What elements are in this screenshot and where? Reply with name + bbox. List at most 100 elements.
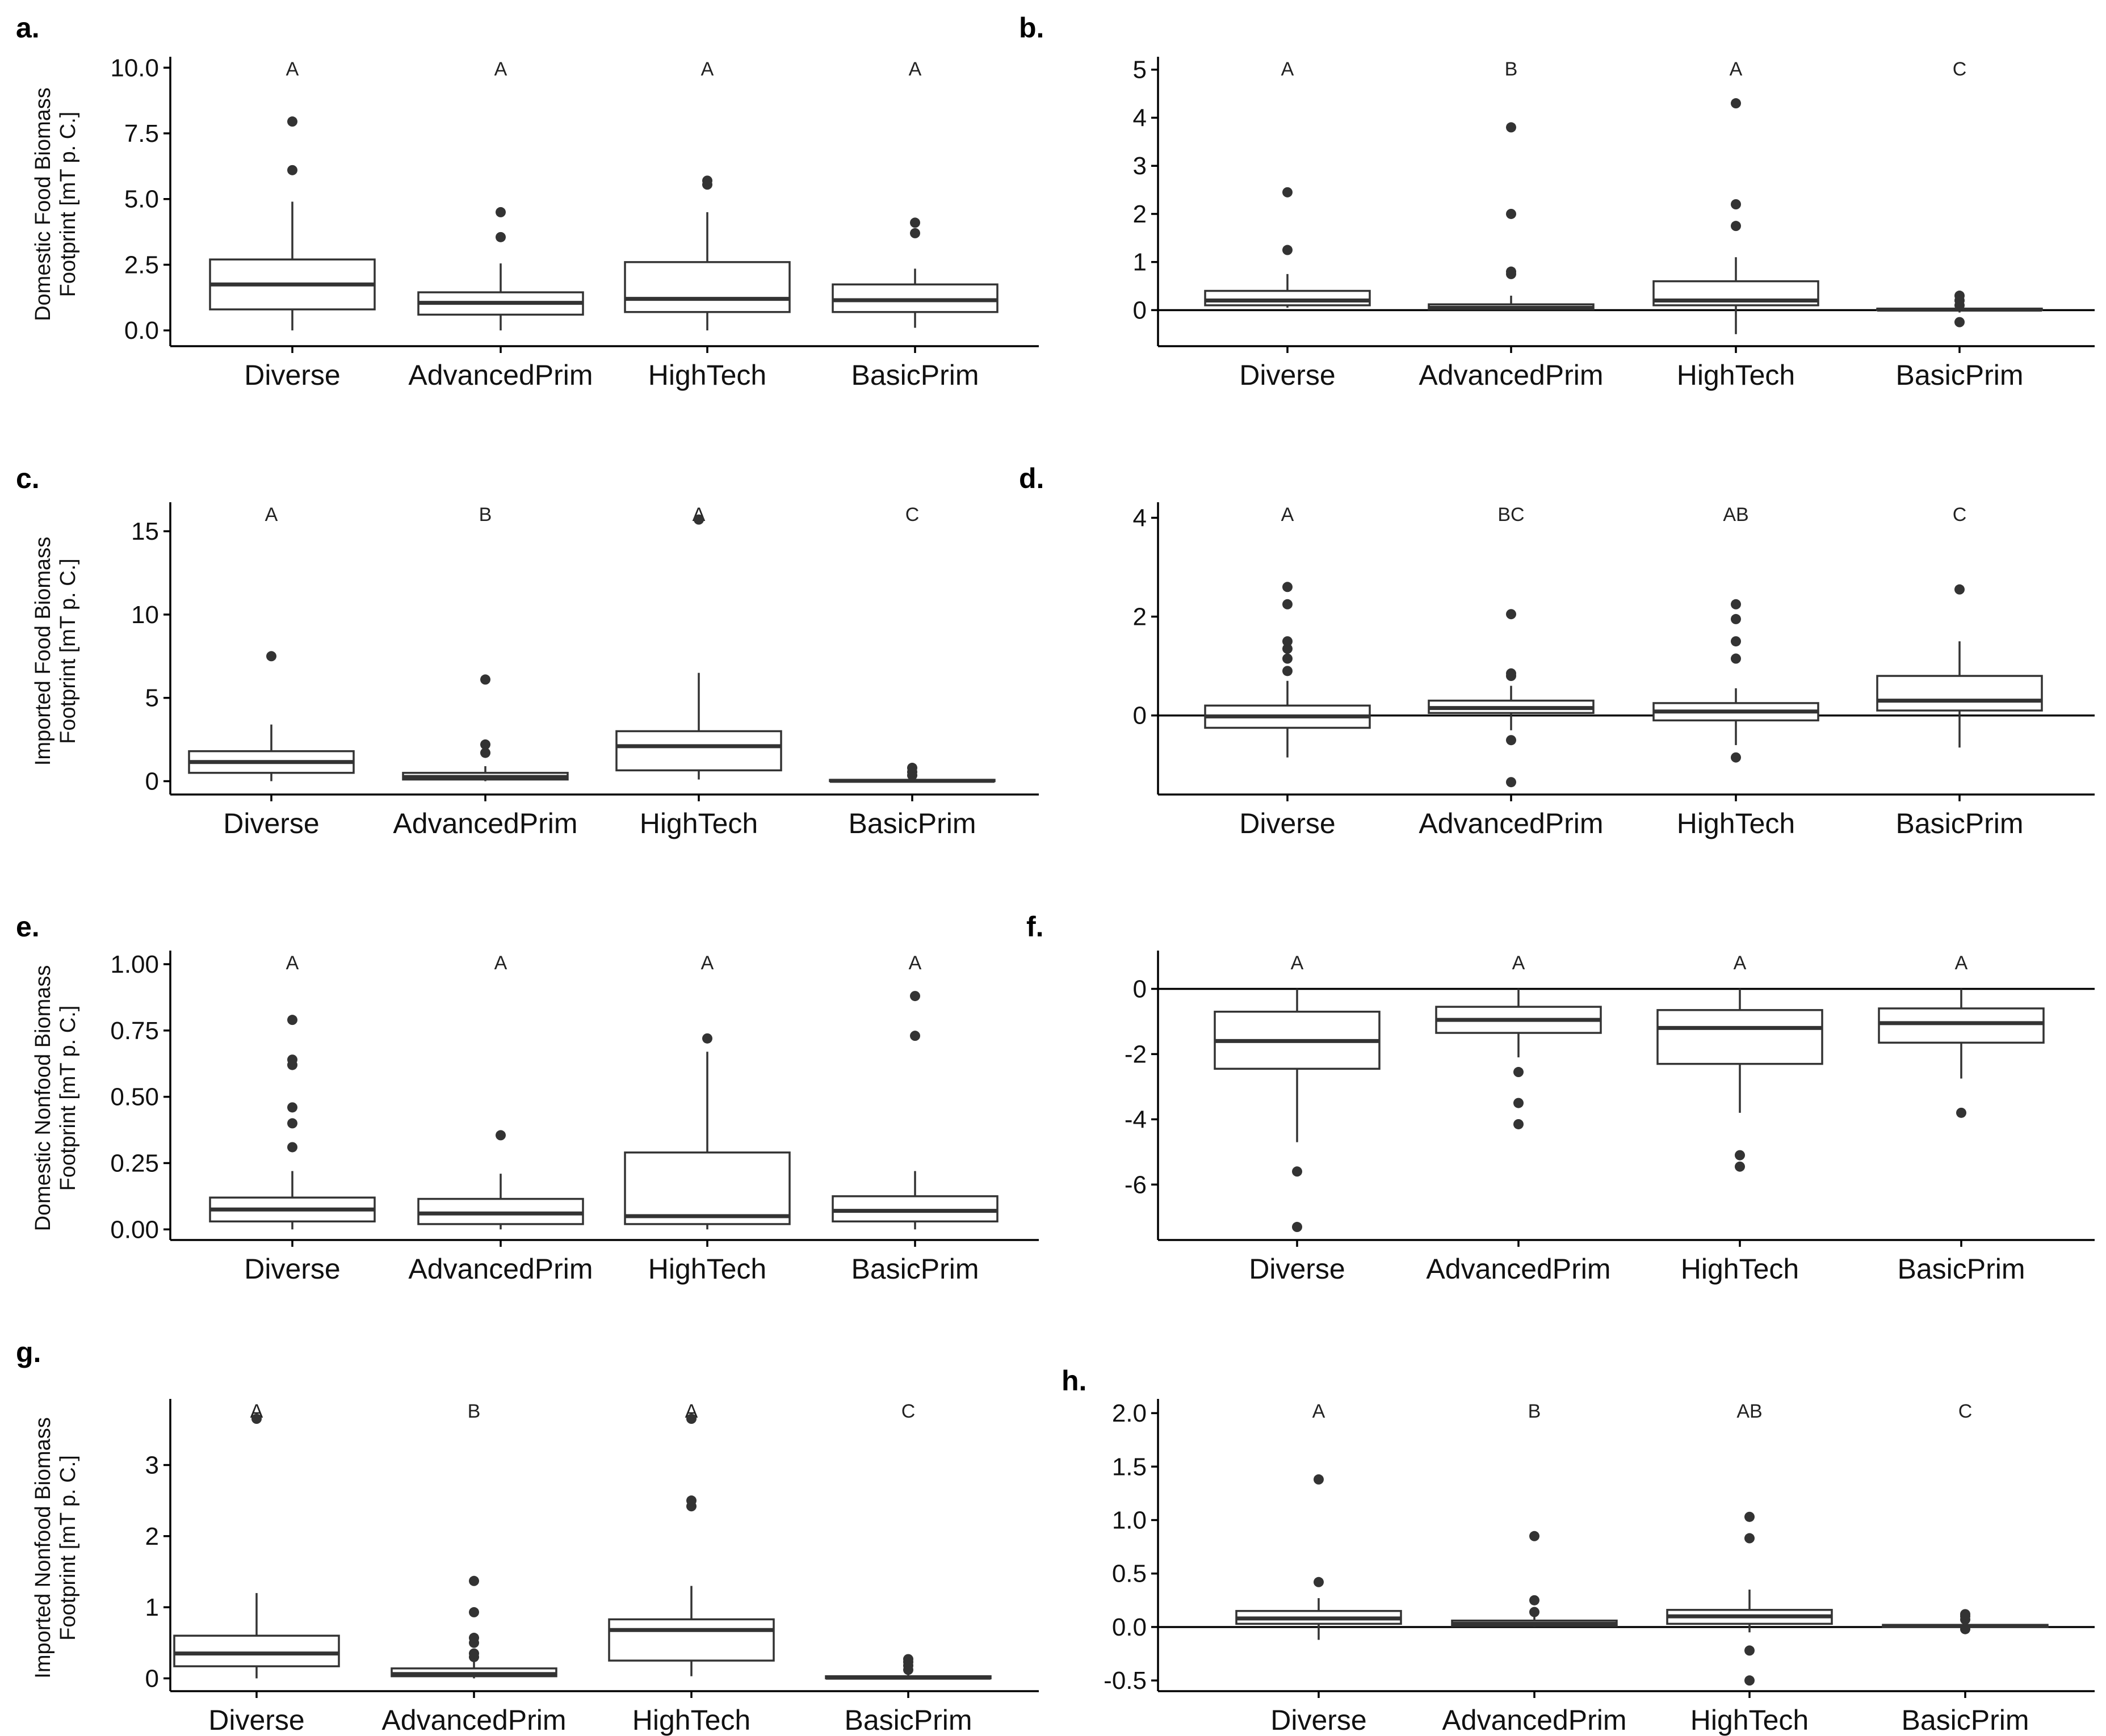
significance-letter: A — [494, 952, 507, 974]
outlier-point — [496, 232, 506, 242]
outlier-point — [702, 1033, 712, 1044]
y-tick-label: 0.25 — [110, 1149, 159, 1177]
y-tick-label: 10.0 — [110, 54, 159, 82]
outlier-point — [1282, 636, 1293, 647]
box-hightech: HighTech AB — [1666, 1401, 1833, 1736]
panel-d: d. 0 2 4 Diverse A AdvancedPrim BC HighTech AB Bas… — [1019, 463, 2095, 839]
x-tick-label: Diverse — [244, 1253, 340, 1285]
significance-letter: A — [1281, 58, 1294, 80]
outlier-point — [287, 116, 297, 127]
y-tick-label: 1.00 — [110, 951, 159, 978]
outlier-point — [1954, 584, 1965, 595]
significance-letter: A — [909, 952, 922, 974]
box-basicprim: BasicPrim C — [1876, 504, 2043, 839]
panel-e: e. 0.00 0.25 0.50 0.75 1.00 Domestic Nonfood B… — [16, 911, 1039, 1285]
panel-label: c. — [16, 463, 40, 494]
box-advancedprim: AdvancedPrim B — [393, 504, 577, 839]
y-tick-label: 0.0 — [124, 317, 159, 344]
outlier-point — [1960, 1609, 1970, 1620]
y-tick-label: 0 — [145, 1664, 159, 1692]
box-hightech: HighTech A — [1656, 952, 1823, 1285]
y-tick-label: 2.0 — [1112, 1399, 1147, 1427]
box-hightech: HighTech A — [1652, 58, 1819, 391]
x-tick-label: Diverse — [208, 1704, 304, 1736]
outlier-point — [1506, 208, 1516, 219]
panel-h: h. -0.5 0.0 0.5 1.0 1.5 2.0 Diverse A AdvancedPri… — [1062, 1365, 2095, 1736]
iqr-box — [1204, 289, 1371, 306]
outlier-point — [1513, 1119, 1524, 1129]
significance-letter: AB — [1723, 504, 1748, 526]
outlier-point — [1731, 636, 1741, 647]
x-tick-label: HighTech — [648, 1253, 766, 1285]
outlier-point — [1731, 221, 1741, 232]
outlier-point — [480, 739, 490, 750]
y-axis-title: Domestic Nonfood Biomass — [31, 965, 55, 1231]
box-advancedprim: AdvancedPrim B — [1419, 58, 1603, 391]
significance-letter: C — [901, 1401, 916, 1422]
outlier-point — [287, 1102, 297, 1113]
y-tick-label: 0.75 — [110, 1017, 159, 1045]
outlier-point — [1282, 599, 1293, 610]
significance-letter: A — [701, 952, 714, 974]
outlier-point — [1513, 1067, 1524, 1078]
box-hightech: HighTech A — [624, 952, 791, 1285]
outlier-point — [287, 1054, 297, 1065]
outlier-point — [1282, 666, 1293, 676]
outlier-point — [1744, 1675, 1755, 1686]
outlier-point — [1954, 300, 1965, 310]
y-tick-label: 5.0 — [124, 186, 159, 213]
outlier-point — [1506, 266, 1516, 277]
outlier-point — [903, 1654, 913, 1664]
x-tick-label: BasicPrim — [1897, 1253, 2025, 1285]
outlier-point — [469, 1633, 479, 1643]
x-tick-label: AdvancedPrim — [1419, 359, 1603, 391]
outlier-point — [1513, 1098, 1524, 1108]
outlier-point — [469, 1575, 479, 1586]
outlier-point — [1744, 1533, 1755, 1544]
x-tick-label: BasicPrim — [851, 1253, 979, 1285]
y-tick-label: 0 — [1133, 975, 1147, 1003]
outlier-point — [1282, 653, 1293, 664]
significance-letter: A — [494, 58, 507, 80]
box-hightech: HighTech AB — [1652, 504, 1819, 839]
outlier-point — [907, 763, 917, 774]
y-tick-label: 2 — [1133, 200, 1147, 228]
x-tick-label: BasicPrim — [1901, 1704, 2029, 1736]
outlier-point — [287, 1118, 297, 1129]
outlier-point — [686, 1414, 697, 1424]
outlier-point — [480, 674, 490, 685]
iqr-box — [173, 1634, 340, 1667]
y-tick-label: 1.0 — [1112, 1507, 1147, 1535]
y-tick-label: 0 — [1133, 702, 1147, 730]
x-tick-label: Diverse — [1239, 808, 1335, 839]
y-tick-label: 0.0 — [1112, 1613, 1147, 1641]
outlier-point — [1282, 245, 1293, 255]
significance-letter: A — [701, 58, 714, 80]
y-axis-title: Footprint [mT p. C.] — [56, 1455, 80, 1641]
significance-letter: C — [1953, 504, 1967, 526]
significance-letter: A — [1291, 952, 1304, 974]
significance-letter: C — [905, 504, 920, 526]
x-tick-label: BasicPrim — [851, 359, 979, 391]
outlier-point — [1744, 1511, 1755, 1522]
outlier-point — [1529, 1595, 1539, 1605]
x-tick-label: AdvancedPrim — [408, 359, 593, 391]
y-tick-label: 4 — [1133, 504, 1147, 532]
y-tick-label: 3 — [145, 1452, 159, 1479]
x-tick-label: BasicPrim — [848, 808, 976, 839]
y-tick-label: 0.5 — [1112, 1560, 1147, 1588]
y-axis-title: Domestic Food Biomass — [31, 87, 55, 321]
panel-a: a. 0.0 2.5 5.0 7.5 10.0 Domestic Food Biomass F… — [16, 12, 1039, 391]
outlier-point — [1292, 1222, 1302, 1233]
x-tick-label: Diverse — [1249, 1253, 1345, 1285]
outlier-point — [1529, 1607, 1539, 1617]
x-tick-label: HighTech — [648, 359, 766, 391]
y-axis-title: Footprint [mT p. C.] — [56, 112, 80, 297]
outlier-point — [702, 175, 712, 186]
box-basicprim: BasicPrim C — [829, 504, 996, 839]
significance-letter: A — [265, 504, 278, 526]
y-tick-label: -4 — [1125, 1106, 1147, 1133]
